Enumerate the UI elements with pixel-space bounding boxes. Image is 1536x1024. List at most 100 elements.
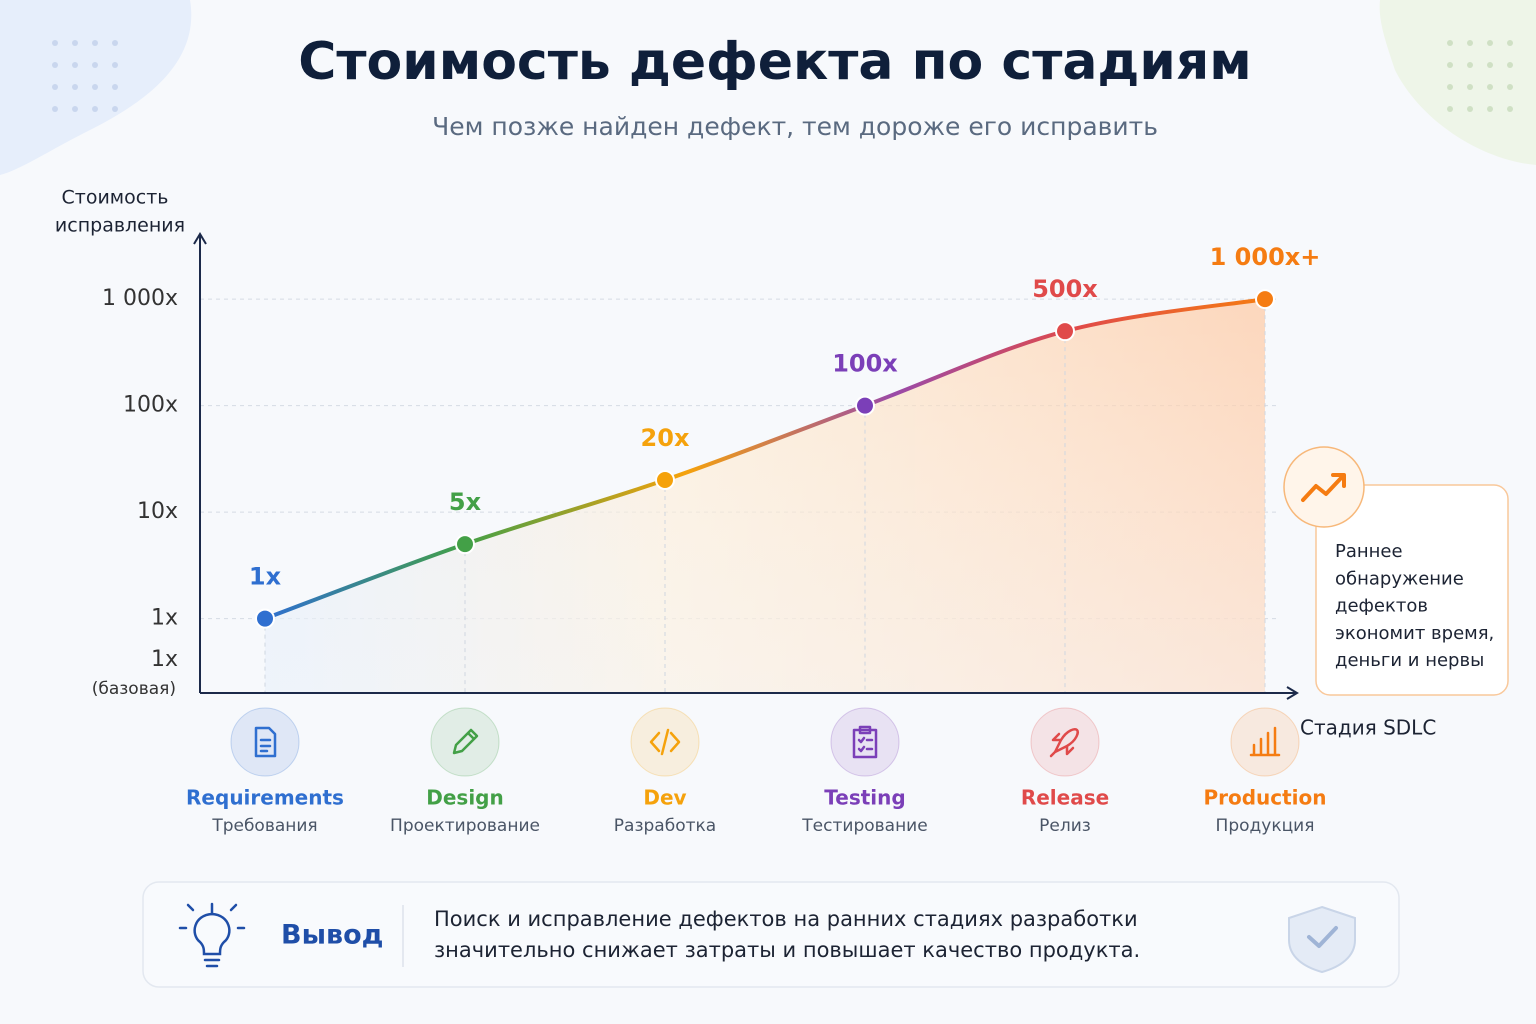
conclusion-text: Поиск и исправление дефектов на ранних с… (434, 907, 1138, 931)
decor-dot (1507, 62, 1513, 68)
decor-dot (1487, 40, 1493, 46)
x-axis-arrow (1286, 686, 1299, 700)
decor-blob (1379, 0, 1536, 165)
chart-subtitle: Чем позже найден дефект, тем дороже его … (432, 112, 1158, 141)
stage-icon (430, 707, 500, 777)
decor-dot (112, 40, 118, 46)
icon-circle (1030, 707, 1100, 777)
decor-dots (52, 40, 1513, 112)
icon-glyph (452, 728, 479, 755)
data-point (255, 608, 275, 629)
value-label: 20x (641, 424, 690, 452)
decor-dot (1467, 106, 1473, 112)
x-tick-label: Release (1021, 786, 1109, 810)
value-label: 5x (449, 488, 482, 516)
value-label: 1x (249, 563, 282, 591)
data-point (655, 470, 675, 491)
x-tick-label: Design (426, 786, 503, 810)
y-axis-label: Стоимость (62, 187, 169, 209)
x-axis-label: Стадия SDLC (1300, 716, 1436, 740)
callout-line: Раннее (1335, 541, 1403, 562)
decor-dot (72, 40, 78, 46)
callout-line: деньги и нервы (1335, 650, 1484, 671)
icon-glyph (1049, 728, 1079, 758)
callout-text: Раннее обнаружение дефектов экономит время,… (1335, 541, 1494, 671)
decor-dot (1467, 62, 1473, 68)
decor-dot (52, 62, 58, 68)
y-tick-label: 10x (137, 499, 178, 524)
y-axis-label: исправления (55, 215, 185, 237)
decor-dot (1467, 84, 1473, 90)
icon-glyph (254, 726, 277, 758)
decor-dot (72, 106, 78, 112)
icon-circle (1230, 707, 1300, 777)
y-axis-arrow (193, 232, 207, 245)
area-fade (265, 299, 1265, 693)
plot-area: 1x 5x 20x 100x 500x 1 000x+ (200, 243, 1320, 693)
decor-dot (52, 84, 58, 90)
stage-icon (230, 707, 300, 777)
icon-circle (430, 707, 500, 777)
line (264, 297, 1266, 621)
decor-dot (112, 62, 118, 68)
decor-dot (92, 62, 98, 68)
icon-circle (230, 707, 300, 777)
data-point (1255, 289, 1275, 310)
bulb-icon (178, 902, 246, 968)
icon-glyph (1249, 726, 1281, 757)
decor-dot (52, 40, 58, 46)
decor-dot (1447, 62, 1453, 68)
callout-icon (1283, 446, 1365, 528)
decor-dot (92, 84, 98, 90)
conclusion: Вывод Поиск и исправление дефектов на ра… (142, 881, 1400, 988)
icon-glyph (649, 728, 681, 756)
decor-dot (1447, 40, 1453, 46)
conclusion-text: значительно снижает затраты и повышает к… (434, 938, 1140, 962)
x-tick-label: Requirements (186, 786, 344, 810)
data-point (1055, 321, 1075, 342)
decor-dot (72, 84, 78, 90)
decor-dot (1467, 40, 1473, 46)
x-tick-label: Testing (824, 786, 905, 810)
chart-title: Стоимость дефекта по стадиям (298, 32, 1252, 92)
decor-dot (92, 106, 98, 112)
decor-dot (1487, 62, 1493, 68)
trend-icon (1301, 473, 1346, 502)
stage-icon (830, 707, 900, 777)
value-label: 500x (1032, 275, 1098, 303)
x-tick-sublabel: Требования (211, 816, 317, 836)
data-point (855, 395, 875, 416)
data-point (455, 534, 475, 555)
decor-dot (1447, 106, 1453, 112)
icon-glyph (852, 725, 878, 759)
y-tick-label: 1x (151, 606, 178, 631)
stage-icon (1030, 707, 1100, 777)
callout: Раннее обнаружение дефектов экономит время,… (1283, 446, 1509, 696)
stage-icon (1230, 707, 1300, 777)
y-base-note: (базовая) (92, 679, 176, 699)
decor-dot (112, 84, 118, 90)
check-icon (1307, 926, 1338, 948)
value-label: 1 000x+ (1210, 243, 1321, 271)
y-tick-label: 100x (123, 393, 178, 418)
decor-dot (1487, 84, 1493, 90)
decor-dot (1507, 84, 1513, 90)
stage-icon (630, 707, 700, 777)
callout-line: экономит время, (1335, 623, 1494, 644)
callout-box (1315, 484, 1509, 696)
decor-dot (1507, 40, 1513, 46)
callout-line: обнаружение (1335, 568, 1464, 589)
icon-circle (830, 707, 900, 777)
y-tick-label: 1 000x (102, 286, 178, 311)
conclusion-title: Вывод (281, 920, 383, 951)
callout-line: дефектов (1335, 596, 1428, 617)
conclusion-box (142, 881, 1400, 988)
decor-dot (72, 62, 78, 68)
shield-icon (1288, 905, 1356, 974)
x-tick-sublabel: Тестирование (801, 816, 927, 836)
value-label: 100x (832, 350, 898, 378)
decor-dot (1507, 106, 1513, 112)
decor-dot (112, 106, 118, 112)
x-tick-sublabel: Разработка (614, 816, 716, 836)
